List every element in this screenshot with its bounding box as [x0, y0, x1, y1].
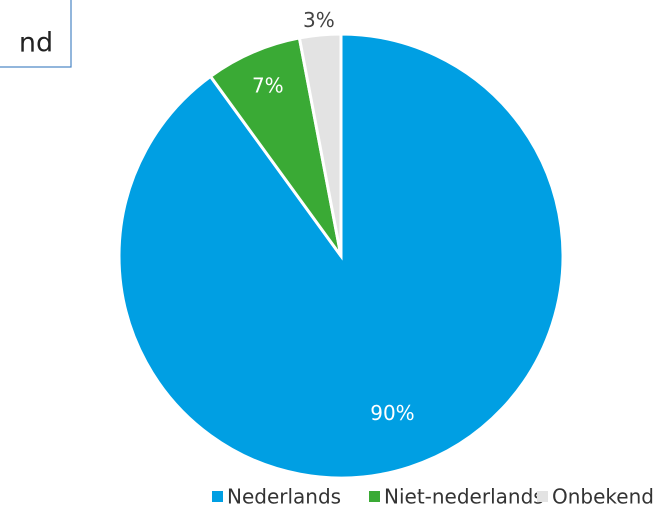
legend-label: Nederlands — [227, 485, 341, 509]
data-label: 90% — [370, 401, 414, 425]
legend-swatch — [212, 491, 223, 502]
legend-swatch — [537, 491, 548, 502]
legend-label: Onbekend — [552, 485, 654, 509]
data-label: 7% — [252, 73, 284, 97]
legend-swatch — [369, 491, 380, 502]
pie-slice — [297, 32, 343, 257]
annotation-box — [0, 0, 72, 68]
data-label: 3% — [303, 8, 335, 32]
legend-label: Niet-nederlands — [384, 485, 544, 509]
annotation: nd — [19, 28, 53, 59]
